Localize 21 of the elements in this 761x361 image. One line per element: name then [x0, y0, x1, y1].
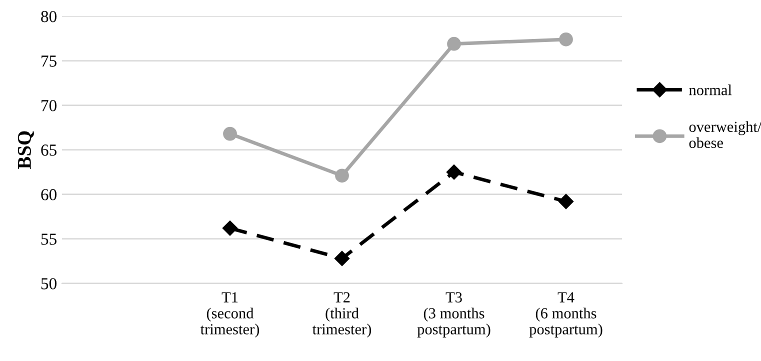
y-tick-label: 60	[41, 189, 57, 200]
y-tick-label: 70	[42, 100, 57, 112]
point	[334, 250, 350, 266]
point	[446, 164, 462, 180]
point	[558, 194, 574, 210]
y-tick-label: 65	[41, 144, 56, 156]
point	[222, 220, 238, 236]
y-tick-label: 55	[41, 234, 56, 245]
y-tick-label: 50	[41, 278, 57, 290]
x-tick-label: T1 (second trimester)	[200, 292, 260, 338]
x-tick-label: T4 (6 months postpartum)	[529, 292, 602, 338]
y-tick-label: 80	[41, 10, 57, 22]
x-tick-label: T3 (3 months postpartum)	[417, 292, 490, 338]
x-tick-label: T2 (third trimester)	[312, 292, 372, 338]
point	[223, 126, 237, 141]
point	[447, 36, 461, 51]
y-tick-label: 75	[42, 56, 56, 67]
point	[559, 32, 573, 46]
y-axis-title: BSQ	[18, 131, 34, 169]
legend-label: normal	[689, 84, 732, 96]
point	[335, 168, 349, 183]
